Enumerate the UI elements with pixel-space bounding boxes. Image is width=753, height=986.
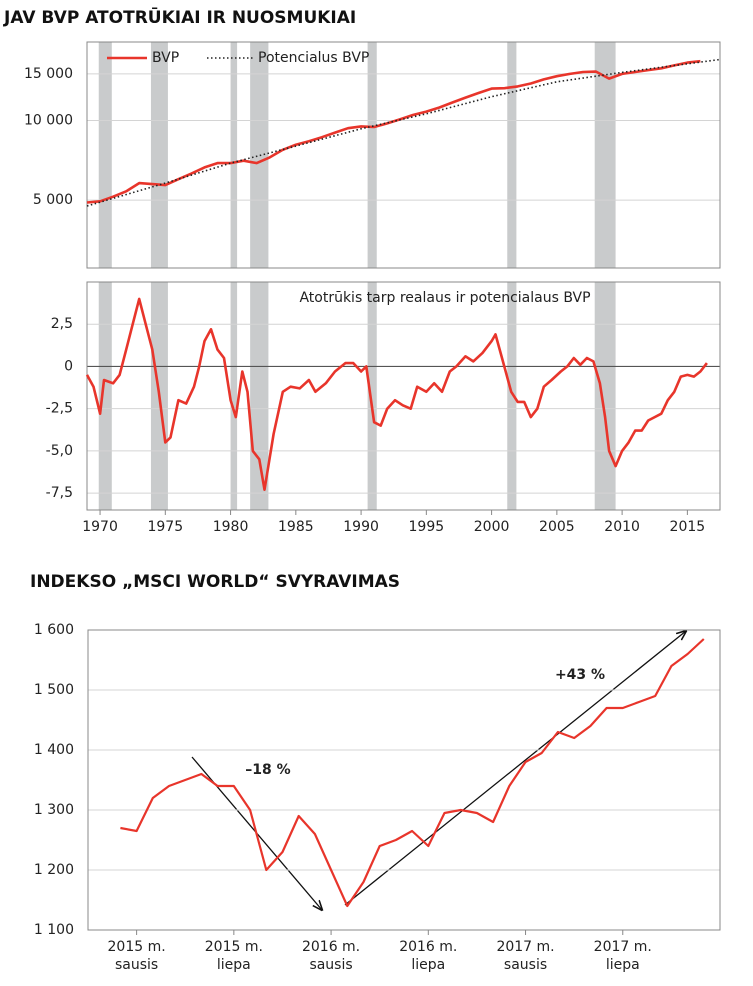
- plot-frame: [87, 629, 721, 931]
- y-tick-label: -5,0: [46, 443, 73, 459]
- y-tick-label: 1 600: [34, 622, 74, 638]
- y-tick-label: -2,5: [46, 401, 73, 417]
- x-tick-label: 2015: [670, 519, 706, 535]
- y-tick-label: 10 000: [24, 112, 73, 128]
- y-tick-label: 1 300: [34, 802, 74, 818]
- annotation: Atotrūkis tarp realaus ir potencialaus B…: [299, 290, 590, 306]
- annotation: –18 %: [245, 762, 290, 778]
- recession-band: [98, 282, 112, 510]
- y-tick-label: 0: [64, 358, 73, 374]
- series-line: [85, 297, 708, 491]
- x-tick-label: 2016 m. liepa: [399, 939, 458, 973]
- recession-band: [98, 42, 112, 268]
- x-tick-label: 1980: [213, 519, 249, 535]
- legend-label: BVP: [152, 50, 179, 66]
- series-line: [86, 59, 701, 204]
- x-tick-label: 1970: [82, 519, 118, 535]
- recession-band: [230, 42, 238, 268]
- recession-band: [367, 42, 377, 268]
- x-tick-label: 1975: [147, 519, 183, 535]
- plot-frame: [86, 281, 721, 511]
- arrow: [344, 631, 686, 906]
- y-tick-label: 15 000: [24, 66, 73, 82]
- x-tick-label: 2010: [604, 519, 640, 535]
- x-tick-label: 2016 m. sausis: [301, 939, 361, 973]
- recession-band: [367, 282, 377, 510]
- annotation: +43 %: [555, 667, 605, 683]
- x-tick-label: 2015 m. liepa: [204, 939, 263, 973]
- x-tick-label: 2000: [474, 519, 510, 535]
- y-tick-label: 5 000: [33, 192, 73, 208]
- recession-band: [230, 282, 238, 510]
- x-tick-label: 2017 m. sausis: [496, 939, 555, 973]
- y-tick-label: 1 100: [34, 922, 74, 938]
- recession-band: [507, 42, 517, 268]
- recession-band: [594, 282, 616, 510]
- plot-frame: [86, 41, 721, 269]
- chart-title: JAV BVP ATOTRŪKIAI IR NUOSMUKIAI: [3, 6, 356, 28]
- y-tick-label: 2,5: [51, 316, 73, 332]
- series-line: [120, 638, 705, 908]
- y-tick-label: 1 400: [34, 742, 74, 758]
- x-tick-label: 1995: [409, 519, 445, 535]
- chart-title: INDEKSO „MSCI WORLD“ SVYRAVIMAS: [30, 572, 400, 592]
- x-tick-label: 1985: [278, 519, 314, 535]
- y-tick-label: 1 500: [34, 682, 74, 698]
- recession-band: [150, 42, 168, 268]
- y-tick-label: -7,5: [46, 485, 73, 501]
- x-tick-label: 1990: [343, 519, 379, 535]
- x-tick-label: 2005: [539, 519, 575, 535]
- recession-band: [594, 42, 616, 268]
- legend-label: Potencialus BVP: [258, 50, 369, 66]
- series-line: [86, 58, 721, 207]
- y-tick-label: 1 200: [34, 862, 74, 878]
- x-tick-label: 2015 m. sausis: [107, 939, 166, 973]
- recession-band: [507, 282, 517, 510]
- x-tick-label: 2017 m. liepa: [593, 939, 652, 973]
- recession-band: [250, 42, 269, 268]
